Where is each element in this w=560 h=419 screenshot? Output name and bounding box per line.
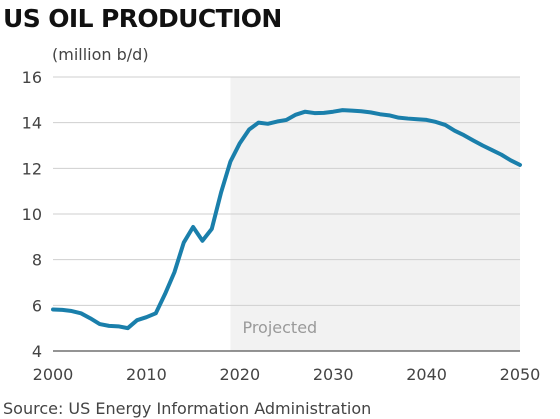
y-tick-label: 6 [32,296,42,315]
y-tick-label: 10 [22,205,42,224]
x-tick-label: 2040 [406,365,447,384]
gridlines [53,76,520,306]
y-axis-unit-label: (million b/d) [52,45,149,64]
y-tick-label: 8 [32,251,42,270]
x-tick-label: 2020 [219,365,260,384]
chart-title: US OIL PRODUCTION [3,4,282,33]
x-tick-label: 2010 [126,365,167,384]
x-tick-label: 2050 [500,365,541,384]
source-note: Source: US Energy Information Administra… [3,399,371,418]
x-axis-tick-labels: 2000 2010 2020 2030 2040 2050 [33,365,541,384]
projected-label: Projected [242,318,317,337]
y-axis-tick-labels: 4 6 8 10 12 14 16 [22,68,42,361]
y-tick-label: 12 [22,159,42,178]
y-tick-label: 14 [22,114,42,133]
series-line-us-oil-production [51,108,522,331]
x-tick-label: 2000 [33,365,74,384]
y-tick-label: 16 [22,68,42,87]
y-tick-label: 4 [32,342,42,361]
x-tick-label: 2030 [313,365,354,384]
